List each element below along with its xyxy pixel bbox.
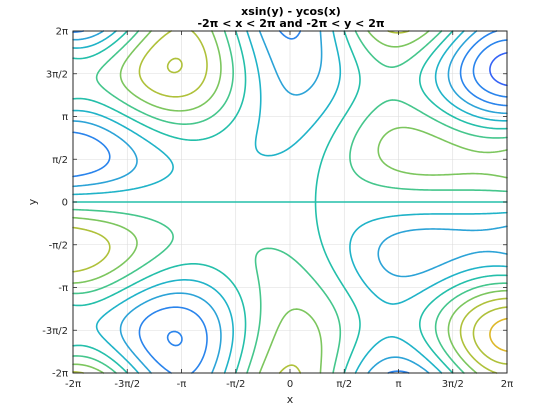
y-tick-label: 2π bbox=[56, 27, 68, 38]
y-tick-label: -π bbox=[58, 283, 68, 294]
contour-level--6 bbox=[72, 30, 508, 374]
y-tick-label: -π/2 bbox=[49, 240, 68, 251]
x-tick-label: π bbox=[395, 379, 401, 390]
contour-level--2 bbox=[72, 30, 508, 374]
x-tick-label: π/2 bbox=[336, 379, 352, 390]
contour-level-4 bbox=[72, 30, 508, 374]
chart-subtitle: -2π < x < 2π and -2π < y < 2π bbox=[197, 17, 384, 30]
x-tick-label: -3π/2 bbox=[114, 379, 140, 390]
y-tick-label: -3π/2 bbox=[42, 326, 68, 337]
x-tick-label: 0 bbox=[287, 379, 293, 390]
y-tick-label: 0 bbox=[62, 198, 68, 209]
contour-level-10 bbox=[489, 317, 508, 352]
contour-level-6 bbox=[72, 30, 508, 374]
x-tick-label: 2π bbox=[501, 379, 513, 390]
contour-level-8 bbox=[166, 57, 508, 365]
y-tick-label: 3π/2 bbox=[46, 69, 68, 80]
y-tick-label: π/2 bbox=[52, 155, 68, 166]
contour-lines bbox=[72, 30, 508, 374]
contour-level--10 bbox=[489, 52, 508, 87]
y-axis-label: y bbox=[26, 198, 39, 205]
x-tick-label: -π bbox=[177, 379, 187, 390]
x-tick-label: -π/2 bbox=[226, 379, 245, 390]
y-tick-label: -2π bbox=[52, 369, 68, 380]
x-tick-label: 3π/2 bbox=[442, 379, 464, 390]
chart-title: xsin(y) - ycos(x) bbox=[241, 5, 341, 18]
contour-level-0 bbox=[72, 30, 508, 374]
contour-level--8 bbox=[166, 39, 508, 347]
contour-level--4 bbox=[72, 30, 508, 374]
x-axis-label: x bbox=[287, 393, 294, 406]
x-tick-label: -2π bbox=[65, 379, 81, 390]
axis-ticks: -2π -3π/2 -π -π/2 0 π/2 π 3π/2 2π -2π -3π/2 -π -π/2 0… bbox=[42, 27, 513, 391]
contour-level-2 bbox=[72, 30, 508, 374]
y-tick-label: π bbox=[62, 112, 68, 123]
